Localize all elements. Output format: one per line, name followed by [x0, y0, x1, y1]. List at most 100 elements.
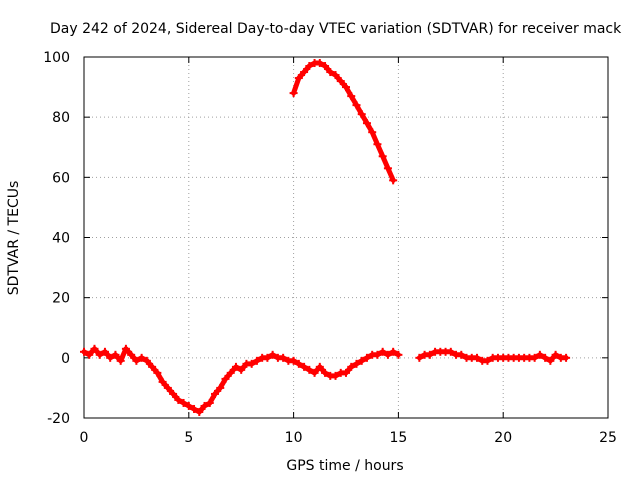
data-point	[378, 152, 387, 161]
data-point	[121, 344, 130, 353]
y-tick-label: 0	[61, 351, 70, 367]
chart-title: Day 242 of 2024, Sidereal Day-to-day VTE…	[50, 21, 622, 37]
data-point	[321, 368, 330, 377]
x-tick-label: 20	[494, 430, 512, 446]
data-point	[331, 71, 340, 80]
data-point	[321, 62, 330, 71]
data-point	[174, 395, 183, 404]
data-point	[279, 353, 288, 362]
data-point	[315, 362, 324, 371]
data-point	[200, 401, 209, 410]
data-point	[378, 347, 387, 356]
axis-ticks	[83, 56, 609, 419]
data-point	[90, 344, 99, 353]
data-point	[362, 353, 371, 362]
data-point	[562, 353, 571, 362]
data-point	[252, 356, 261, 365]
data-point	[148, 362, 157, 371]
data-point	[551, 350, 560, 359]
data-point	[394, 350, 403, 359]
data-point	[305, 365, 314, 374]
data-point	[415, 353, 424, 362]
data-point	[263, 353, 272, 362]
data-point	[106, 353, 115, 362]
data-point	[231, 362, 240, 371]
data-point	[205, 398, 214, 407]
x-tick-label: 0	[80, 430, 89, 446]
data-point	[268, 350, 277, 359]
data-point	[326, 68, 335, 77]
data-series	[80, 59, 571, 416]
tick-labels: 0 5 10 15 20 25 -20 0 20 40 60 80 100	[43, 50, 617, 446]
data-point	[425, 350, 434, 359]
data-point	[535, 350, 544, 359]
data-point	[368, 128, 377, 137]
data-point	[373, 350, 382, 359]
data-point	[179, 398, 188, 407]
data-point	[85, 350, 94, 359]
data-point	[530, 353, 539, 362]
series-0	[80, 344, 403, 416]
data-point	[347, 362, 356, 371]
data-point	[383, 350, 392, 359]
data-point	[158, 377, 167, 386]
data-point	[331, 371, 340, 380]
data-point	[163, 383, 172, 392]
data-point	[137, 353, 146, 362]
y-axis-label: SDTVAR / TECUs	[6, 181, 22, 296]
data-point	[169, 389, 178, 398]
y-tick-label: 60	[52, 170, 70, 186]
data-point	[153, 368, 162, 377]
data-point	[221, 374, 230, 383]
data-point	[127, 350, 136, 359]
data-point	[389, 176, 398, 185]
data-point	[111, 350, 120, 359]
data-point	[446, 347, 455, 356]
y-tick-label: 100	[43, 50, 70, 66]
x-tick-label: 10	[285, 430, 303, 446]
data-point	[100, 347, 109, 356]
series-1	[415, 347, 571, 365]
data-point	[357, 356, 366, 365]
data-point	[342, 83, 350, 92]
data-point	[289, 356, 298, 365]
data-point	[347, 92, 356, 101]
data-point	[294, 359, 303, 368]
data-point	[389, 347, 398, 356]
x-tick-label: 25	[599, 430, 617, 446]
y-tick-label: 40	[52, 231, 70, 247]
data-point	[132, 356, 141, 365]
y-tick-label: 80	[52, 110, 70, 126]
data-point	[373, 140, 382, 149]
data-point	[294, 74, 303, 83]
data-point	[357, 110, 366, 119]
data-point	[211, 389, 219, 398]
y-tick-label: 20	[52, 291, 70, 307]
y-tick-label: -20	[47, 411, 70, 427]
data-point	[342, 368, 350, 377]
x-tick-label: 5	[184, 430, 193, 446]
data-point	[336, 77, 345, 86]
data-point	[457, 350, 466, 359]
data-point	[289, 89, 298, 98]
data-point	[310, 368, 319, 377]
data-point	[541, 353, 550, 362]
data-point	[95, 350, 104, 359]
data-point	[184, 401, 193, 410]
series-2	[289, 59, 398, 185]
data-point	[216, 383, 225, 392]
data-point	[116, 356, 125, 365]
data-point	[483, 356, 492, 365]
data-point	[190, 404, 199, 413]
data-point	[383, 164, 392, 173]
data-point	[300, 68, 309, 77]
data-point	[300, 362, 309, 371]
data-point	[142, 356, 151, 365]
data-point	[247, 359, 256, 368]
data-point	[315, 59, 324, 68]
data-point	[473, 353, 481, 362]
data-point	[362, 119, 371, 128]
data-point	[305, 62, 314, 71]
data-point	[546, 356, 555, 365]
